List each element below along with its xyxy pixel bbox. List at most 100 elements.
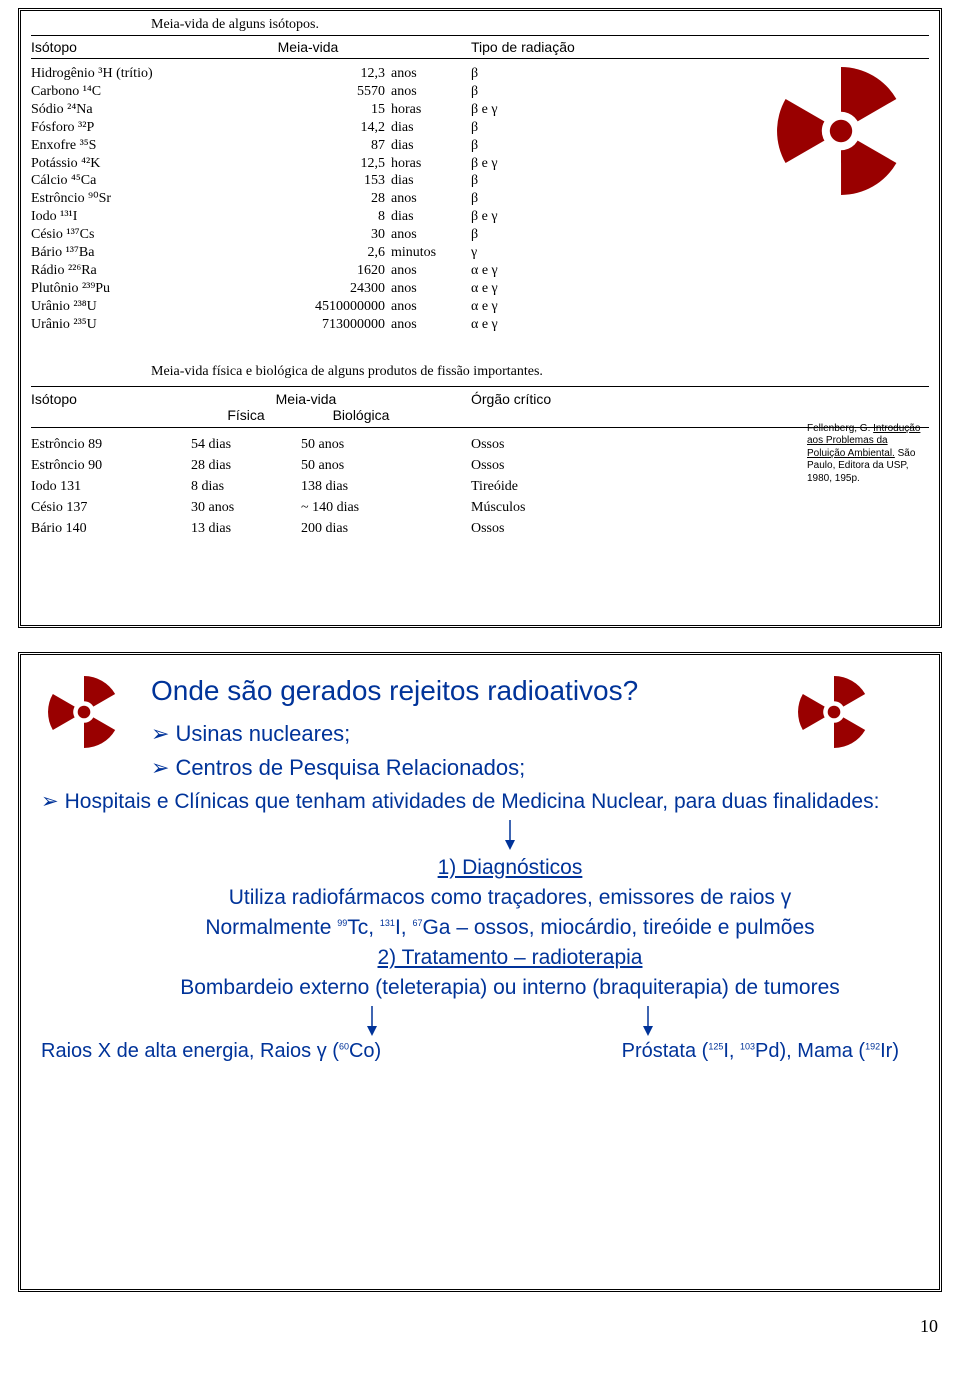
cell-radiation: α e γ bbox=[471, 298, 591, 316]
table-row: Urânio ²³⁵U713000000anosα e γ bbox=[31, 316, 929, 334]
line-diag-2: Normalmente 99Tc, 131I, 67Ga – ossos, mi… bbox=[111, 916, 909, 940]
bullet-3: ➢Hospitais e Clínicas que tenham ativida… bbox=[41, 789, 909, 814]
cell-radiation: β e γ bbox=[471, 101, 591, 119]
cell-unit: anos bbox=[391, 316, 471, 334]
col-brachytherapy: Próstata (125I, 103Pd), Mama (192Ir) bbox=[622, 1040, 899, 1063]
cell-value: 14,2 bbox=[231, 119, 391, 137]
cell-isotope: Estrôncio 89 bbox=[31, 434, 191, 455]
table-row: Césio ¹³⁷Cs30anosβ bbox=[31, 226, 929, 244]
cell-radiation: β bbox=[471, 83, 591, 101]
cell-unit: dias bbox=[391, 208, 471, 226]
cell-isotope: Hidrogênio ³H (trítio) bbox=[31, 65, 231, 83]
cell-isotope: Enxofre ³⁵S bbox=[31, 137, 231, 155]
table2-header: Isótopo Meia-vida FísicaBiológica Órgão … bbox=[31, 386, 929, 428]
cell-biological: 50 anos bbox=[301, 455, 421, 476]
slide-radioactive-waste: Onde são gerados rejeitos radioativos? ➢… bbox=[18, 652, 942, 1292]
cell-unit: anos bbox=[391, 280, 471, 298]
table-row: Plutônio ²³⁹Pu24300anosα e γ bbox=[31, 280, 929, 298]
cell-value: 12,5 bbox=[231, 155, 391, 173]
col-teletherapy: Raios X de alta energia, Raios γ (60Co) bbox=[41, 1040, 381, 1063]
cell-biological: 138 dias bbox=[301, 476, 421, 497]
cell-organ: Ossos bbox=[421, 518, 571, 539]
col-mv-top: Meia-vida bbox=[191, 391, 421, 407]
bullet-icon: ➢ bbox=[41, 790, 59, 813]
cell-value: 4510000000 bbox=[231, 298, 391, 316]
cell-unit: minutos bbox=[391, 244, 471, 262]
cell-unit: anos bbox=[391, 262, 471, 280]
cell-value: 8 bbox=[231, 208, 391, 226]
bullet-2: ➢Centros de Pesquisa Relacionados; bbox=[151, 755, 909, 781]
cell-physical: 13 dias bbox=[191, 518, 301, 539]
heading-treatment: 2) Tratamento – radioterapia bbox=[111, 946, 909, 970]
cell-unit: horas bbox=[391, 101, 471, 119]
col-isotope2: Isótopo bbox=[31, 391, 191, 423]
cell-isotope: Rádio ²²⁶Ra bbox=[31, 262, 231, 280]
cell-isotope: Césio ¹³⁷Cs bbox=[31, 226, 231, 244]
cell-isotope: Urânio ²³⁸U bbox=[31, 298, 231, 316]
radiation-icon bbox=[789, 667, 879, 757]
col-organ: Órgão crítico bbox=[421, 391, 571, 423]
cell-radiation: β bbox=[471, 226, 591, 244]
cell-radiation: α e γ bbox=[471, 316, 591, 334]
line-diag-1: Utiliza radiofármacos como traçadores, e… bbox=[111, 886, 909, 910]
cell-unit: anos bbox=[391, 226, 471, 244]
cell-unit: horas bbox=[391, 155, 471, 173]
col-halflife: Meia-vida bbox=[231, 39, 391, 55]
cell-organ: Tireóide bbox=[421, 476, 571, 497]
cell-unit: dias bbox=[391, 137, 471, 155]
arrow-pair bbox=[111, 1006, 909, 1036]
cell-value: 15 bbox=[231, 101, 391, 119]
radiation-icon bbox=[761, 51, 921, 211]
table-row: Césio 13730 anos~ 140 diasMúsculos bbox=[31, 497, 929, 518]
cell-value: 12,3 bbox=[231, 65, 391, 83]
cell-biological: 200 dias bbox=[301, 518, 421, 539]
table-row: Estrôncio 8954 dias50 anosOssos bbox=[31, 434, 929, 455]
cell-biological: ~ 140 dias bbox=[301, 497, 421, 518]
table-row: Bário ¹³⁷Ba2,6minutosγ bbox=[31, 244, 929, 262]
citation: Fellenberg, G. Introdução aos Problemas … bbox=[807, 423, 927, 486]
table-row: Rádio ²²⁶Ra1620anosα e γ bbox=[31, 262, 929, 280]
cell-physical: 30 anos bbox=[191, 497, 301, 518]
line-treat-1: Bombardeio externo (teleterapia) ou inte… bbox=[111, 976, 909, 1000]
table-row: Bário 14013 dias200 diasOssos bbox=[31, 518, 929, 539]
bullet-icon: ➢ bbox=[151, 721, 169, 746]
page-number: 10 bbox=[0, 1316, 960, 1337]
table-row: Iodo 1318 dias138 diasTireóide bbox=[31, 476, 929, 497]
col-radiation: Tipo de radiação bbox=[471, 39, 591, 55]
cell-isotope: Cálcio ⁴⁵Ca bbox=[31, 172, 231, 190]
cell-radiation: β bbox=[471, 190, 591, 208]
col-biological: Biológica bbox=[301, 407, 421, 423]
cell-unit: dias bbox=[391, 119, 471, 137]
radiation-icon bbox=[39, 667, 129, 757]
cell-radiation: β bbox=[471, 119, 591, 137]
cell-isotope: Sódio ²⁴Na bbox=[31, 101, 231, 119]
cell-radiation: β bbox=[471, 172, 591, 190]
cell-radiation: β bbox=[471, 137, 591, 155]
cell-unit: anos bbox=[391, 65, 471, 83]
cell-isotope: Plutônio ²³⁹Pu bbox=[31, 280, 231, 298]
cell-isotope: Bário 140 bbox=[31, 518, 191, 539]
bullet-icon: ➢ bbox=[151, 755, 169, 780]
arrow-down-icon bbox=[640, 1006, 656, 1036]
fission-table: Estrôncio 8954 dias50 anosOssosEstrôncio… bbox=[31, 434, 929, 539]
col-physical: Física bbox=[191, 407, 301, 423]
cell-organ: Ossos bbox=[421, 455, 571, 476]
cell-value: 30 bbox=[231, 226, 391, 244]
citation-author: Fellenberg, G. bbox=[807, 423, 870, 434]
arrow-down-icon bbox=[364, 1006, 380, 1036]
cell-unit: anos bbox=[391, 83, 471, 101]
cell-isotope: Estrôncio 90 bbox=[31, 455, 191, 476]
cell-value: 713000000 bbox=[231, 316, 391, 334]
cell-radiation: β bbox=[471, 65, 591, 83]
table-row: Estrôncio 9028 dias50 anosOssos bbox=[31, 455, 929, 476]
cell-radiation: α e γ bbox=[471, 262, 591, 280]
cell-value: 28 bbox=[231, 190, 391, 208]
slide-isotope-tables: Meia-vida de alguns isótopos. Isótopo Me… bbox=[18, 8, 942, 628]
cell-radiation: β e γ bbox=[471, 155, 591, 173]
cell-value: 1620 bbox=[231, 262, 391, 280]
cell-isotope: Bário ¹³⁷Ba bbox=[31, 244, 231, 262]
table1-caption: Meia-vida de alguns isótopos. bbox=[151, 17, 929, 33]
cell-physical: 54 dias bbox=[191, 434, 301, 455]
cell-isotope: Carbono ¹⁴C bbox=[31, 83, 231, 101]
cell-organ: Ossos bbox=[421, 434, 571, 455]
